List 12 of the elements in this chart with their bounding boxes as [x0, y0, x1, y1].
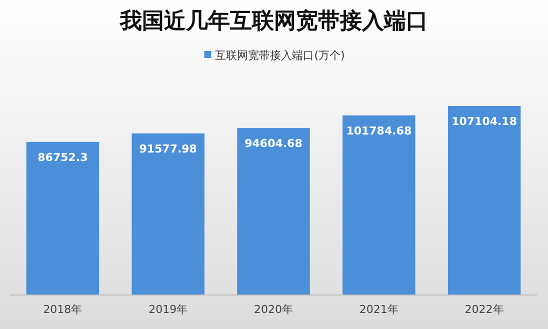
data-label: 107104.18 [452, 115, 518, 128]
x-tick-label: 2022年 [464, 303, 504, 316]
data-label: 94604.68 [244, 137, 302, 150]
data-label: 101784.68 [346, 124, 412, 138]
legend-label: 互联网宽带接入端口(万个) [215, 49, 345, 62]
chart-title: 我国近几年互联网宽带接入端口 [119, 8, 428, 33]
data-label: 91577.98 [139, 142, 197, 156]
x-tick-label: 2020年 [254, 303, 293, 316]
data-label: 86752.3 [38, 150, 88, 164]
x-tick-label: 2018年 [43, 303, 82, 316]
x-tick-label: 2019年 [148, 303, 188, 316]
x-tick-label: 2021年 [359, 303, 398, 316]
